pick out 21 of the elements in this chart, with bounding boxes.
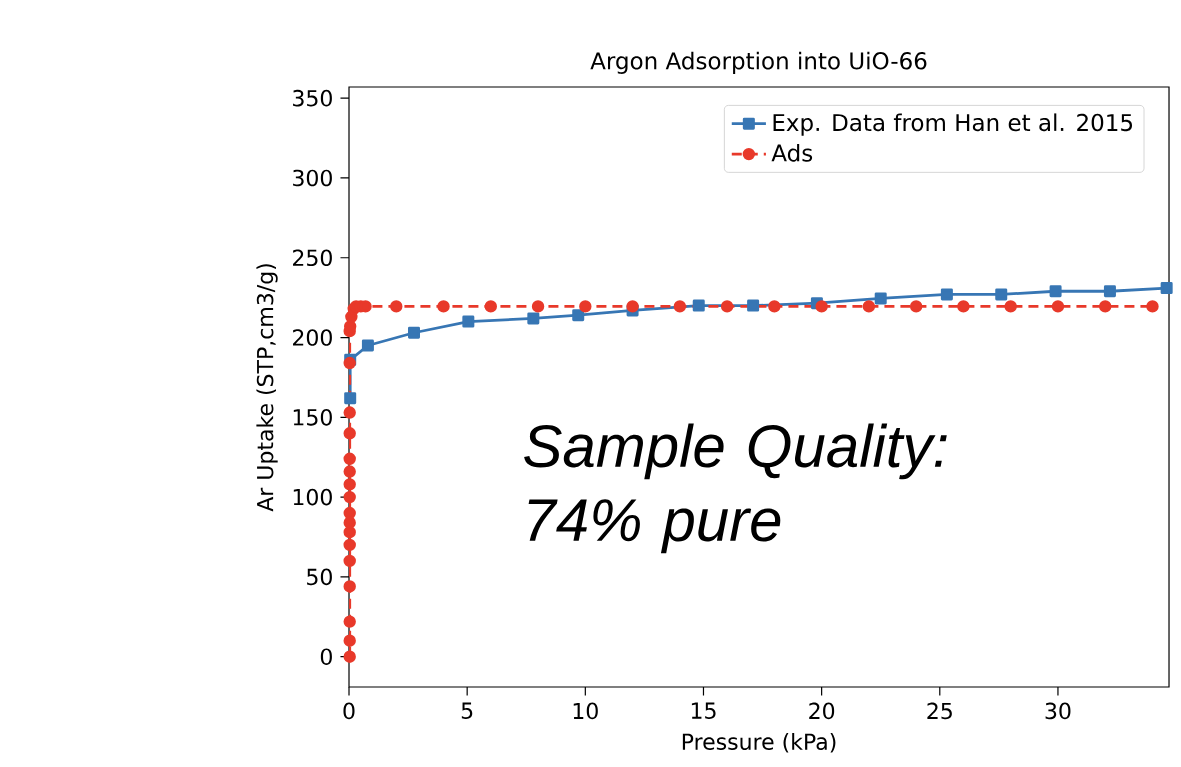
y-tick-label: 0: [320, 648, 332, 665]
y-tick-label: 100: [293, 488, 332, 506]
legend-label: Ads: [771, 143, 813, 162]
y-tick-label: 50: [307, 568, 332, 586]
x-tick-label: 25: [927, 702, 952, 720]
y-tick-label: 250: [293, 249, 332, 267]
annotation: Sample Quality: 74% pure: [524, 423, 947, 554]
x-axis-title: Pressure (kPa): [682, 732, 836, 753]
y-tick-label: 200: [293, 329, 332, 346]
legend-label: Exp. Data from Han et al. 2015: [773, 113, 1133, 136]
chart-title: Argon Adsorption into UiO-66: [590, 51, 927, 74]
x-tick-label: 30: [1045, 702, 1071, 720]
x-tick-label: 15: [691, 702, 716, 719]
y-tick-label: 150: [293, 409, 332, 426]
x-tick-label: 0: [343, 702, 355, 720]
x-tick-label: 20: [809, 702, 835, 720]
x-tick-label: 5: [461, 702, 473, 719]
y-tick-label: 300: [293, 169, 332, 187]
y-axis-title: Ar Uptake (STP,cm3/g): [256, 264, 278, 512]
y-tick-label: 350: [293, 89, 332, 107]
x-tick-label: 10: [573, 702, 598, 720]
